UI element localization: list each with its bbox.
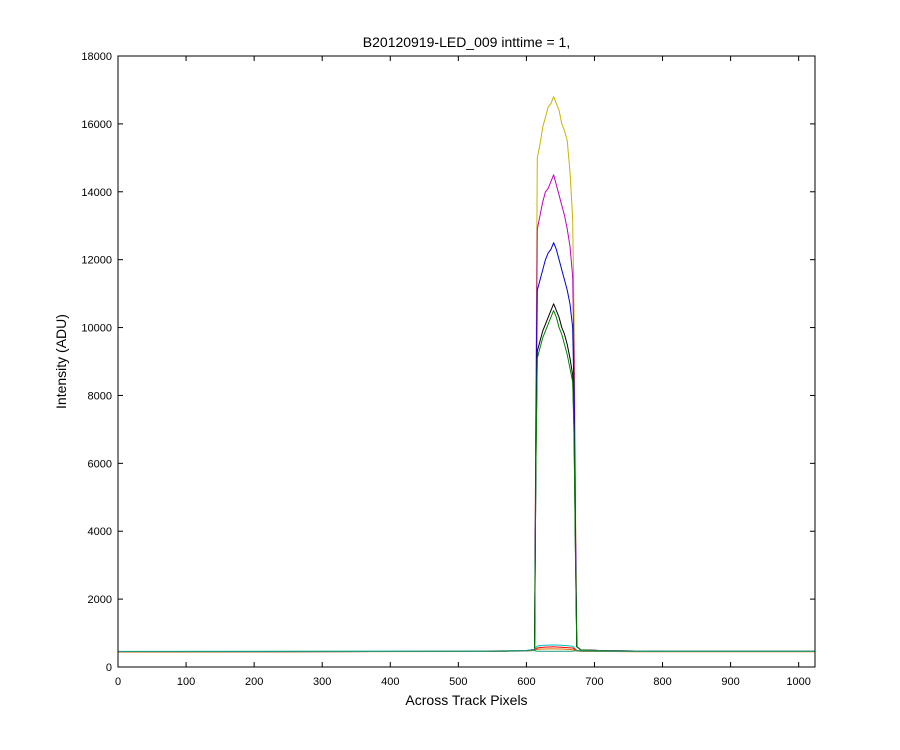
y-axis-label: Intensity (ADU) (53, 314, 69, 409)
x-tick-label: 1000 (786, 676, 810, 688)
y-axis: 0 2000 4000 6000 8000 10000 12000 14000 16000 180… (81, 51, 815, 674)
y-tick-label: 0 (106, 662, 112, 674)
x-tick-label: 500 (449, 676, 467, 688)
x-tick-label: 300 (313, 676, 331, 688)
y-tick-label: 2000 (88, 594, 112, 606)
y-tick-label: 8000 (88, 390, 112, 402)
series-layer (117, 96, 815, 653)
y-tick-label: 10000 (81, 323, 112, 335)
x-tick-label: 900 (721, 676, 739, 688)
x-tick-label: 100 (177, 676, 195, 688)
y-tick-label: 18000 (81, 51, 112, 63)
plot-area (118, 56, 815, 667)
x-tick-label: 200 (245, 676, 263, 688)
x-tick-label: 800 (653, 676, 671, 688)
x-axis-label: Across Track Pixels (405, 692, 527, 708)
chart-title: B20120919-LED_009 inttime = 1, (363, 34, 570, 50)
x-tick-label: 400 (381, 676, 399, 688)
y-tick-label: 12000 (81, 255, 112, 267)
y-tick-label: 14000 (81, 187, 112, 199)
series-line-5 (117, 310, 815, 653)
x-tick-label: 700 (585, 676, 603, 688)
x-tick-label: 600 (517, 676, 535, 688)
axes-frame (117, 55, 816, 668)
x-tick-label: 0 (115, 676, 121, 688)
x-axis: 0 100 200 300 400 500 600 700 800 900 1000 (115, 56, 811, 688)
series-line-9 (117, 650, 815, 653)
y-tick-label: 6000 (88, 458, 112, 470)
y-tick-label: 16000 (81, 119, 112, 131)
y-tick-label: 4000 (88, 526, 112, 538)
